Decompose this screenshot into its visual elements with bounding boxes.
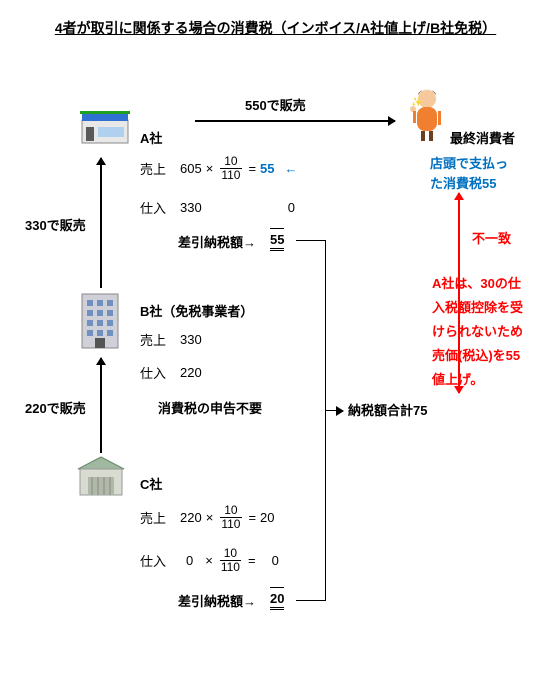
- a-net-label: 差引納税額→: [178, 232, 256, 251]
- a-name: A社: [140, 128, 162, 147]
- consumer-label: 最終消費者: [450, 128, 515, 147]
- b-sales-val: 330: [180, 332, 202, 347]
- arrow-a-to-consumer: [195, 120, 395, 122]
- c-net-val: 20: [270, 591, 284, 610]
- mismatch-label: 不一致: [472, 228, 511, 247]
- frac-num-3: 10: [220, 547, 241, 561]
- explain-2: 入税額控除を受: [432, 297, 523, 316]
- c-sales-result: 20: [260, 510, 274, 525]
- frac-den: 110: [217, 169, 244, 182]
- frac-num-2: 10: [220, 504, 241, 518]
- svg-text:✨: ✨: [411, 97, 422, 107]
- page-title: 4者が取引に関係する場合の消費税（インボイス/A社値上げ/B社免税）: [55, 18, 496, 38]
- a-sales-label: 売上: [140, 159, 166, 178]
- c-net-box: 20: [270, 587, 284, 610]
- c-name: C社: [140, 474, 162, 493]
- c-sell-text: 220で販売: [25, 398, 86, 417]
- fraction-2: 10 110: [217, 504, 244, 531]
- c-sales-val: 220: [180, 510, 202, 525]
- total-label: 納税額合計75: [348, 400, 427, 419]
- explain-4: 売価(税込)を55: [432, 345, 520, 364]
- op-eq-3: =: [248, 553, 256, 568]
- a-purchase-label: 仕入: [140, 198, 166, 217]
- connector-h-c: [296, 600, 326, 601]
- connector-to-total: [325, 410, 343, 411]
- a-sales-val: 605: [180, 161, 202, 176]
- op-times-2: ×: [206, 510, 214, 525]
- c-purchase-result: 0: [272, 553, 279, 568]
- b-purchase-label: 仕入: [140, 363, 166, 382]
- consumer-note-2: た消費税55: [430, 173, 496, 192]
- explain-1: A社は、30の仕: [432, 273, 521, 292]
- building-icon: [78, 292, 122, 350]
- b-purchase-val: 220: [180, 365, 202, 380]
- b-sales-label: 売上: [140, 330, 166, 349]
- frac-den-2: 110: [217, 518, 244, 531]
- frac-num: 10: [220, 155, 241, 169]
- arrow-b-to-a: [100, 158, 102, 288]
- explain-3: けられないため: [432, 321, 523, 340]
- a-sell-text: 550で販売: [245, 95, 306, 114]
- a-net-val: 55: [270, 232, 284, 251]
- c-purchase-row: 仕入 0 × 10 110 = 0: [140, 547, 279, 574]
- op-eq: =: [248, 161, 256, 176]
- connector-v-c: [325, 410, 326, 600]
- b-name: B社（免税事業者）: [140, 301, 253, 320]
- consumer-note-1: 店頭で支払っ: [430, 153, 508, 172]
- a-purchase-val: 330: [180, 200, 202, 215]
- warehouse-icon: [76, 455, 126, 497]
- b-note: 消費税の申告不要: [158, 398, 262, 417]
- a-purchase-result: 0: [288, 200, 295, 215]
- a-net-box: 55: [270, 228, 284, 251]
- fraction-3: 10 110: [217, 547, 244, 574]
- left-arrow: ←: [285, 161, 298, 176]
- c-purchase-val: 0: [186, 553, 193, 568]
- consumer-icon: ✨: [405, 85, 449, 143]
- c-sales-label: 売上: [140, 508, 166, 527]
- a-purchase-row: 仕入 330 0: [140, 198, 295, 217]
- a-sales-result: 55: [260, 161, 274, 176]
- b-purchase-row: 仕入 220: [140, 363, 202, 382]
- connector-v-a: [325, 240, 326, 410]
- op-times: ×: [206, 161, 214, 176]
- op-times-3: ×: [205, 553, 213, 568]
- a-sales-row: 売上 605 × 10 110 = 55 ←: [140, 155, 298, 182]
- op-eq-2: =: [248, 510, 256, 525]
- c-net-label: 差引納税額→: [178, 591, 256, 610]
- connector-h-a: [296, 240, 326, 241]
- c-sales-row: 売上 220 × 10 110 = 20: [140, 504, 275, 531]
- frac-den-3: 110: [217, 561, 244, 574]
- b-sales-row: 売上 330: [140, 330, 202, 349]
- b-sell-text: 330で販売: [25, 215, 86, 234]
- arrow-c-to-b: [100, 358, 102, 453]
- store-icon: [80, 105, 130, 145]
- explain-5: 値上げ。: [432, 369, 483, 388]
- c-purchase-label: 仕入: [140, 551, 166, 570]
- fraction: 10 110: [217, 155, 244, 182]
